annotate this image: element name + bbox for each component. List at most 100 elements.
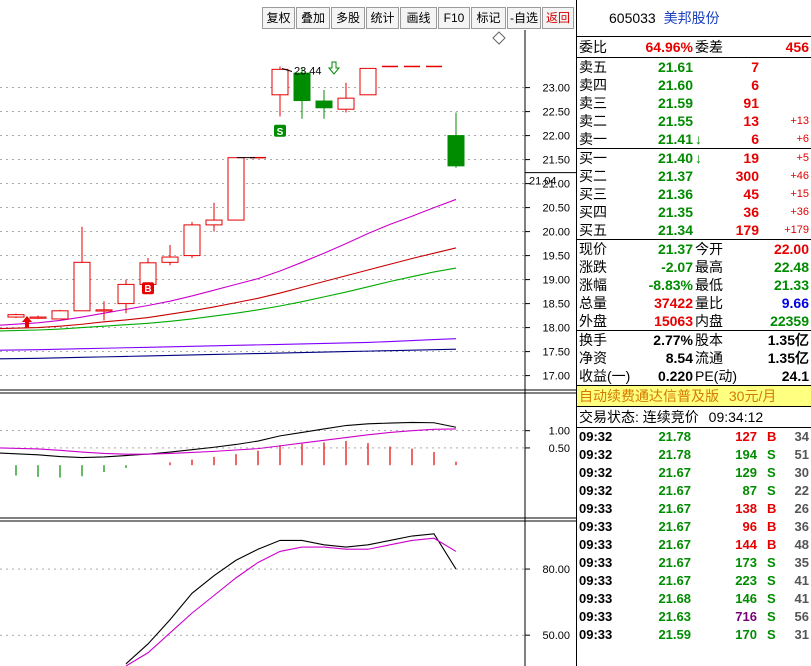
tick-price: 21.67 (658, 555, 691, 570)
tick-volume: 138 (735, 501, 757, 516)
candle[interactable] (293, 68, 311, 119)
candle[interactable] (29, 315, 47, 319)
price-axis-y-tick: 17.00 (542, 371, 570, 383)
candle[interactable] (227, 157, 245, 221)
tick-row[interactable]: 09:33 21.67 96 B 36 (577, 518, 811, 536)
price-axis-y-tick: 21.00 (542, 179, 570, 191)
toolbar-button-8[interactable]: 返回 (542, 7, 574, 29)
bids-row[interactable]: 买四 21.35 36 +36 (577, 203, 811, 221)
toolbar-button-1[interactable]: 叠加 (296, 7, 330, 29)
macd-axis-y-tick: 1.00 (549, 426, 570, 438)
stat-value: 22.00 (773, 241, 809, 257)
candle[interactable] (51, 309, 69, 320)
asks-label: 卖二 (579, 113, 607, 129)
tick-side: S (767, 465, 776, 480)
tick-row[interactable]: 09:33 21.67 223 S 41 (577, 572, 811, 590)
asks-change: +13 (790, 115, 809, 127)
asks-volume: 91 (743, 95, 759, 111)
tick-volume: 223 (735, 573, 757, 588)
bids-volume: 179 (735, 222, 759, 238)
tick-side: B (767, 537, 777, 552)
bids-price: 21.34 (657, 222, 693, 238)
fund-label: 换手 (579, 332, 607, 348)
stat-value: 9.66 (781, 295, 809, 311)
toolbar-button-3[interactable]: 统计 (366, 7, 399, 29)
toolbar-button-4[interactable]: 画线 (400, 7, 437, 29)
price-axis-y-tick: 18.50 (542, 299, 570, 311)
fund-value: 24.1 (781, 368, 809, 384)
tick-price: 21.63 (658, 609, 691, 624)
bids-row[interactable]: 买三 21.36 45 +15 (577, 185, 811, 203)
candle[interactable] (161, 245, 179, 266)
tick-price: 21.68 (658, 591, 691, 606)
order-diff-value: 456 (785, 39, 809, 55)
bids-row[interactable]: 买一 21.40 ↓ 19 +5 (577, 149, 811, 167)
bids-label: 买五 (579, 222, 607, 238)
tick-row[interactable]: 09:32 21.78 194 S 51 (577, 446, 811, 464)
tick-row[interactable]: 09:32 21.67 87 S 22 (577, 482, 811, 500)
price-axis-y-tick: 19.00 (542, 275, 570, 287)
tick-count: 36 (794, 519, 809, 534)
candle[interactable] (183, 222, 201, 258)
stat-value: -2.07 (661, 259, 693, 275)
toolbar-button-0[interactable]: 复权 (262, 7, 295, 29)
tick-row[interactable]: 09:33 21.59 170 S 31 (577, 626, 811, 644)
tick-row[interactable]: 09:32 21.67 129 S 30 (577, 464, 811, 482)
tick-row[interactable]: 09:32 21.78 127 B 34 (577, 428, 811, 446)
candle[interactable] (315, 90, 333, 119)
ma-line-1 (0, 247, 457, 330)
tick-volume: 96 (742, 519, 757, 534)
tick-count: 48 (794, 537, 809, 552)
candle[interactable] (205, 202, 223, 232)
svg-text:S: S (277, 127, 284, 138)
price-axis-y-tick: 22.50 (542, 107, 570, 119)
toolbar-button-6[interactable]: 标记 (471, 7, 506, 29)
trade-status: 交易状态: 连续竞价 09:34:12 (577, 407, 811, 427)
candle[interactable] (271, 66, 289, 117)
tick-time: 09:32 (579, 483, 613, 498)
asks-volume: 6 (751, 131, 759, 147)
candle[interactable] (139, 258, 157, 287)
bids-label: 买一 (579, 150, 607, 166)
pane-toggle-icon[interactable] (492, 31, 506, 45)
tick-list[interactable]: 09:32 21.78 127 B 34 09:32 21.78 194 S 51 09:32 21.… (577, 428, 811, 644)
asks-row[interactable]: 卖三 21.59 91 (577, 94, 811, 112)
bids-row[interactable]: 买五 21.34 179 +179 (577, 221, 811, 239)
asks-row[interactable]: 卖五 21.61 7 (577, 58, 811, 76)
bids-row[interactable]: 买二 21.37 300 +46 (577, 167, 811, 185)
up-arrow-icon (22, 316, 32, 328)
candle[interactable] (337, 82, 355, 113)
tick-price: 21.67 (658, 465, 691, 480)
candle[interactable] (95, 301, 113, 321)
candle[interactable] (73, 226, 91, 312)
tick-count: 26 (794, 501, 809, 516)
fund-value: 2.77% (653, 332, 693, 348)
stat-value: 15063 (654, 313, 693, 329)
tick-row[interactable]: 09:33 21.63 716 S 56 (577, 608, 811, 626)
tick-row[interactable]: 09:33 21.67 173 S 35 (577, 554, 811, 572)
candle[interactable] (117, 279, 135, 314)
tick-count: 35 (794, 555, 809, 570)
stat-label: 内盘 (695, 313, 723, 329)
asks-row[interactable]: 卖二 21.55 13 +13 (577, 112, 811, 130)
ma-line-3 (0, 338, 457, 351)
toolbar-button-2[interactable]: 多股 (331, 7, 365, 29)
candle[interactable] (359, 67, 377, 96)
asks-row[interactable]: 卖四 21.60 6 (577, 76, 811, 94)
kline-chart-area[interactable]: 23.00 22.50 22.00 21.50 21.00 20.50 20.00 19.50… (0, 0, 576, 666)
ad-banner[interactable]: 自动续费通达信普及版 30元/月 (577, 386, 811, 406)
candle[interactable] (447, 112, 465, 168)
tick-row[interactable]: 09:33 21.68 146 S 41 (577, 590, 811, 608)
candle[interactable] (7, 313, 25, 318)
tick-volume: 144 (735, 537, 757, 552)
tick-time: 09:33 (579, 519, 613, 534)
toolbar-button-7[interactable]: -自选 (507, 7, 541, 29)
tick-price: 21.67 (658, 519, 691, 534)
asks-row[interactable]: 卖一 21.41 ↓ 6 +6 (577, 130, 811, 148)
chart-canvas[interactable]: 23.00 22.50 22.00 21.50 21.00 20.50 20.00 19.50… (0, 0, 576, 666)
bids-volume: 19 (743, 150, 759, 166)
tick-row[interactable]: 09:33 21.67 138 B 26 (577, 500, 811, 518)
tick-row[interactable]: 09:33 21.67 144 B 48 (577, 536, 811, 554)
price-axis-y-tick: 19.50 (542, 251, 570, 263)
toolbar-button-5[interactable]: F10 (438, 7, 470, 29)
